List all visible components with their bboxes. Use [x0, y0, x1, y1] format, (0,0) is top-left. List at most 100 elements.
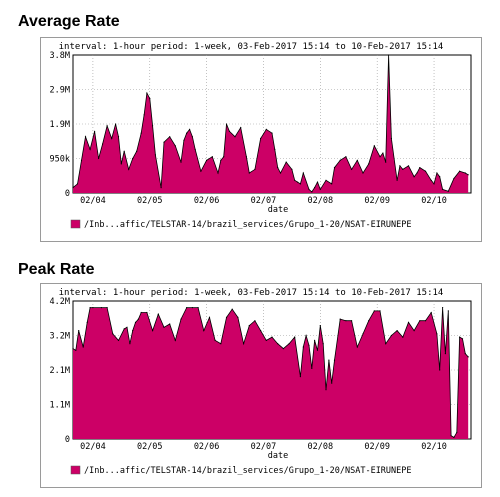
data-point — [217, 172, 219, 174]
data-point — [123, 328, 125, 330]
data-point — [351, 168, 353, 170]
data-point — [436, 333, 438, 335]
legend-label: /Inb...affic/TELSTAR-14/brazil_services/… — [84, 220, 412, 230]
data-point — [436, 172, 438, 174]
data-point — [302, 172, 304, 174]
data-point — [254, 168, 256, 170]
data-point — [157, 313, 159, 315]
data-point — [254, 320, 256, 322]
data-point — [154, 154, 156, 156]
data-point — [316, 181, 319, 183]
data-point — [180, 318, 182, 320]
data-point — [200, 170, 202, 172]
x-axis-label: date — [268, 205, 288, 215]
chart-subtitle: interval: 1-hour period: 1-week, 03-Feb-… — [59, 288, 444, 298]
data-point — [362, 333, 364, 335]
data-point — [211, 156, 213, 158]
data-point — [362, 172, 364, 174]
data-point — [442, 307, 444, 309]
x-tick-label: 02/09 — [364, 196, 390, 206]
data-point — [390, 137, 392, 140]
data-point — [311, 367, 313, 369]
data-point — [136, 150, 138, 152]
data-point — [106, 125, 108, 127]
data-point — [390, 334, 392, 337]
data-point — [447, 310, 449, 312]
data-point — [311, 191, 313, 193]
chart-title-peak-rate: Peak Rate — [18, 261, 95, 278]
data-point — [146, 311, 148, 314]
data-point — [100, 307, 102, 309]
average-rate-chart: interval: 1-hour period: 1-week, 03-Feb-… — [40, 37, 482, 242]
data-point — [132, 157, 134, 160]
x-tick-label: 02/05 — [137, 442, 163, 452]
series-line — [72, 54, 469, 193]
x-tick-label: 02/08 — [308, 442, 334, 452]
data-point — [243, 343, 245, 345]
data-point — [385, 343, 387, 345]
data-point — [444, 353, 446, 355]
data-point — [115, 123, 117, 125]
data-point — [407, 165, 410, 167]
data-point — [294, 336, 296, 338]
data-point — [191, 136, 193, 138]
data-point — [345, 320, 347, 322]
data-point — [447, 190, 449, 192]
data-point — [424, 320, 427, 322]
data-point — [453, 177, 455, 180]
data-point — [191, 307, 193, 309]
data-point — [368, 163, 370, 165]
data-point — [174, 145, 176, 147]
data-point — [456, 431, 458, 433]
data-point — [345, 156, 347, 158]
data-point — [140, 311, 142, 314]
data-point — [203, 330, 205, 332]
data-point — [322, 343, 324, 345]
data-point — [137, 318, 139, 320]
data-point — [186, 132, 188, 134]
x-tick-label: 02/04 — [80, 442, 106, 452]
data-point — [319, 325, 321, 327]
data-point — [413, 176, 415, 178]
legend-swatch — [70, 219, 81, 229]
data-point — [294, 179, 296, 181]
data-point — [132, 330, 134, 332]
data-point — [319, 188, 321, 190]
data-point — [450, 435, 452, 437]
data-point — [461, 338, 464, 340]
data-point — [189, 128, 191, 130]
data-point — [248, 325, 250, 327]
data-point — [333, 167, 336, 169]
data-point — [163, 326, 165, 328]
data-point — [152, 125, 154, 127]
data-point — [396, 330, 398, 332]
data-point — [146, 92, 148, 94]
chart-subtitle: interval: 1-hour period: 1-week, 03-Feb-… — [59, 42, 444, 52]
chart-title-average-rate: Average Rate — [18, 13, 120, 30]
data-point — [467, 356, 469, 358]
data-point — [265, 128, 267, 130]
y-tick-label: 3.8M — [50, 51, 70, 61]
data-point — [140, 132, 142, 134]
data-point — [163, 141, 165, 143]
data-point — [274, 148, 276, 150]
y-tick-label: 0 — [65, 435, 70, 445]
y-tick-label: 950k — [50, 155, 70, 165]
data-point — [120, 163, 122, 165]
data-point — [385, 161, 387, 163]
data-point — [291, 168, 293, 170]
data-point — [325, 179, 327, 181]
x-tick-label: 02/07 — [251, 196, 277, 206]
data-point — [126, 326, 128, 328]
data-point — [123, 150, 125, 152]
data-point — [76, 183, 79, 185]
data-point — [299, 183, 301, 185]
data-point — [75, 349, 77, 351]
data-point — [282, 348, 284, 350]
data-point — [225, 316, 228, 318]
data-point — [237, 316, 239, 318]
data-point — [129, 343, 131, 345]
data-point — [106, 307, 108, 309]
data-point — [117, 136, 120, 138]
data-point — [388, 54, 390, 56]
